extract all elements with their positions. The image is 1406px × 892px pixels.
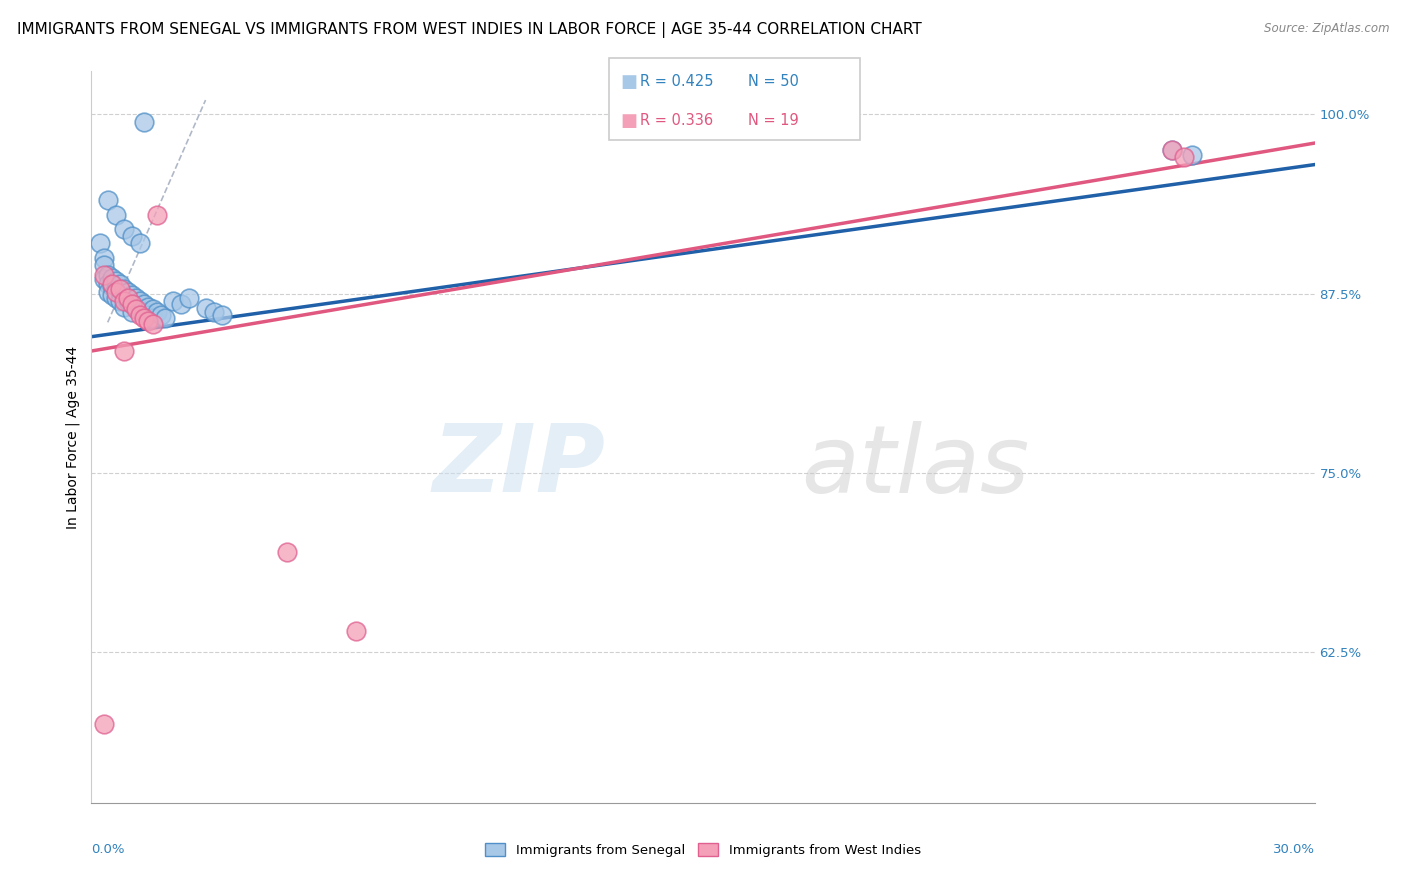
Point xyxy=(179,291,201,305)
Point xyxy=(121,305,143,319)
Point xyxy=(93,272,115,286)
Point xyxy=(112,282,135,296)
Point xyxy=(153,311,176,326)
Point xyxy=(112,222,135,236)
Point xyxy=(101,279,124,293)
Point xyxy=(112,293,135,308)
Point xyxy=(104,208,127,222)
Point xyxy=(121,229,143,244)
Point xyxy=(112,344,135,359)
Point xyxy=(145,208,167,222)
Text: 30.0%: 30.0% xyxy=(1272,843,1315,856)
Point xyxy=(141,311,163,326)
Point xyxy=(117,285,139,300)
Point xyxy=(89,236,111,251)
Point xyxy=(129,302,152,317)
Point xyxy=(121,296,143,310)
Point xyxy=(125,300,148,314)
Point xyxy=(141,302,163,317)
Point xyxy=(129,293,152,308)
Point xyxy=(101,271,124,285)
Point xyxy=(112,291,135,305)
Point xyxy=(104,285,127,300)
Point xyxy=(202,305,225,319)
Point xyxy=(149,308,172,322)
Point xyxy=(93,251,115,265)
Text: IMMIGRANTS FROM SENEGAL VS IMMIGRANTS FROM WEST INDIES IN LABOR FORCE | AGE 35-4: IMMIGRANTS FROM SENEGAL VS IMMIGRANTS FR… xyxy=(17,22,921,38)
Text: ■: ■ xyxy=(620,73,637,91)
Point xyxy=(138,314,160,328)
Point xyxy=(97,285,120,300)
Point xyxy=(121,288,143,302)
Point xyxy=(97,268,120,282)
Point xyxy=(1161,143,1184,157)
Point xyxy=(211,308,233,322)
Point xyxy=(145,305,167,319)
Point xyxy=(138,308,160,322)
Text: ZIP: ZIP xyxy=(432,420,605,512)
Point xyxy=(97,277,120,291)
Point xyxy=(346,624,368,638)
Point xyxy=(104,291,127,305)
Point xyxy=(125,302,148,317)
Text: R = 0.425: R = 0.425 xyxy=(640,74,713,89)
Point xyxy=(134,296,156,310)
Text: N = 50: N = 50 xyxy=(748,74,799,89)
Text: ■: ■ xyxy=(620,112,637,130)
Text: atlas: atlas xyxy=(801,421,1029,512)
Point xyxy=(101,277,124,291)
Y-axis label: In Labor Force | Age 35-44: In Labor Force | Age 35-44 xyxy=(66,345,80,529)
Point xyxy=(162,293,184,308)
Point xyxy=(117,291,139,305)
Point xyxy=(108,277,131,291)
Point xyxy=(112,300,135,314)
Point xyxy=(97,194,120,208)
Point xyxy=(129,308,152,322)
Point xyxy=(1173,150,1195,164)
Point xyxy=(93,717,115,731)
Point xyxy=(129,236,152,251)
Legend: Immigrants from Senegal, Immigrants from West Indies: Immigrants from Senegal, Immigrants from… xyxy=(479,838,927,862)
Point xyxy=(276,545,298,559)
Point xyxy=(117,293,139,308)
Point xyxy=(125,291,148,305)
Point xyxy=(93,268,115,282)
Point xyxy=(134,305,156,319)
Point xyxy=(104,274,127,288)
Point xyxy=(194,301,217,315)
Text: N = 19: N = 19 xyxy=(748,113,799,128)
Point xyxy=(134,114,156,128)
Text: R = 0.336: R = 0.336 xyxy=(640,113,713,128)
Point xyxy=(1181,147,1204,161)
Point xyxy=(104,282,127,296)
Point xyxy=(108,285,131,300)
Point xyxy=(121,296,143,310)
Point xyxy=(1161,143,1184,157)
Point xyxy=(108,282,131,296)
Point xyxy=(141,317,163,331)
Text: 0.0%: 0.0% xyxy=(91,843,125,856)
Point xyxy=(108,293,131,308)
Point xyxy=(138,300,160,314)
Point xyxy=(101,288,124,302)
Text: Source: ZipAtlas.com: Source: ZipAtlas.com xyxy=(1264,22,1389,36)
Point xyxy=(134,311,156,326)
Point xyxy=(170,296,193,310)
Point xyxy=(93,258,115,272)
